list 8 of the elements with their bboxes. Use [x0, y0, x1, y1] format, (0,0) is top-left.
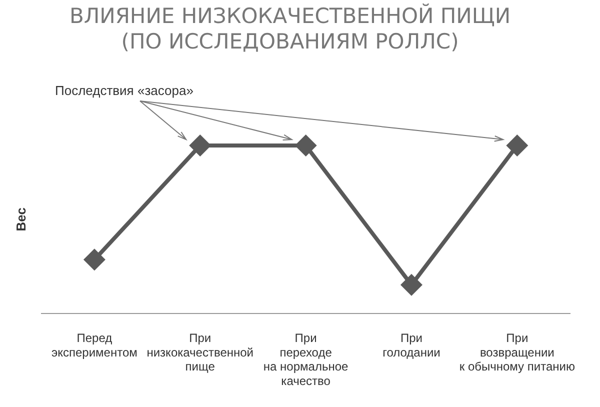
x-tick-label: При возвращении к обычному питанию — [459, 330, 575, 374]
x-tick-label: При голодании — [382, 330, 440, 360]
text: Последствия «засора» — [55, 83, 194, 98]
x-tick-label: При переходе на нормальное качество — [263, 330, 349, 388]
x-tick-label: Перед экспериментом — [51, 330, 138, 360]
x-tick-label: При низкокачественной пище — [146, 330, 254, 374]
y-axis-title: Вес — [13, 208, 28, 232]
chart-title: ВЛИЯНИЕ НИЗКОКАЧЕСТВЕННОЙ ПИЩИ (ПО ИССЛЕДОВАНИЯМ РОЛЛС) — [69, 3, 511, 54]
